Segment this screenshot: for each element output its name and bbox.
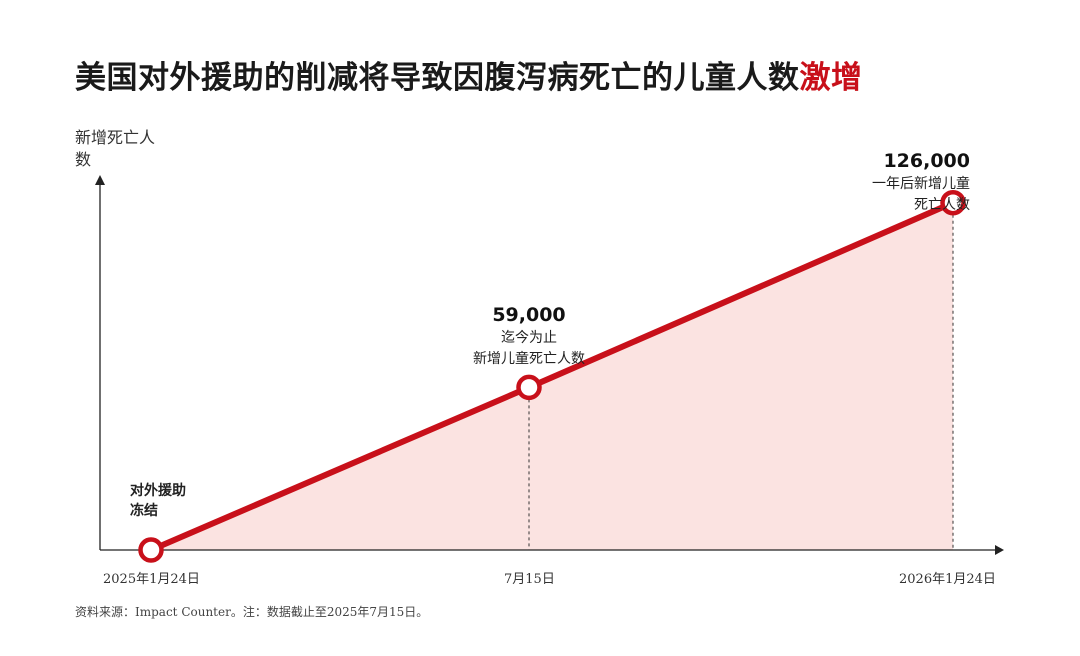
y-axis-arrow	[95, 175, 105, 185]
chart-title-highlight: 激增	[799, 60, 863, 96]
area-fill	[151, 202, 953, 550]
annotation-projected-line2: 死亡人数	[914, 197, 970, 213]
annotation-projected-deaths: 126,000 一年后新增儿童 死亡人数	[846, 148, 970, 216]
chart-title-main: 美国对外援助的削减将导致因腹泻病死亡的儿童人数	[75, 60, 800, 96]
y-axis-label: 新增死亡人数	[75, 128, 156, 169]
annotation-current-line1: 迄今为止	[501, 330, 557, 346]
annotation-aid-freeze: 对外援助 冻结	[130, 481, 220, 521]
x-axis-arrow	[995, 545, 1004, 555]
annotation-aid-freeze-line2: 冻结	[130, 503, 158, 519]
data-point-3	[940, 189, 966, 216]
data-point-2	[516, 374, 542, 401]
annotation-aid-freeze-line1: 对外援助	[130, 483, 186, 499]
data-point-1	[138, 537, 164, 563]
data-label-126000: 126,000	[883, 150, 970, 172]
annotation-projected-line1: 一年后新增儿童	[872, 176, 970, 192]
drop-lines	[528, 214, 954, 550]
annotation-current-deaths: 59,000 迄今为止 新增儿童死亡人数	[439, 302, 619, 370]
x-tick-label-mid: 7月15日	[504, 572, 555, 587]
source-note: 资料来源：Impact Counter。注：数据截止至2025年7月15日。	[75, 605, 429, 619]
data-label-59000: 59,000	[492, 304, 566, 326]
x-tick-label-start: 2025年1月24日	[103, 572, 200, 587]
annotation-current-line2: 新增儿童死亡人数	[473, 351, 585, 367]
chart-title: 美国对外援助的削减将导致因腹泻病死亡的儿童人数激增	[75, 52, 863, 97]
x-tick-label-end: 2026年1月24日	[899, 572, 996, 587]
data-points	[138, 189, 966, 563]
